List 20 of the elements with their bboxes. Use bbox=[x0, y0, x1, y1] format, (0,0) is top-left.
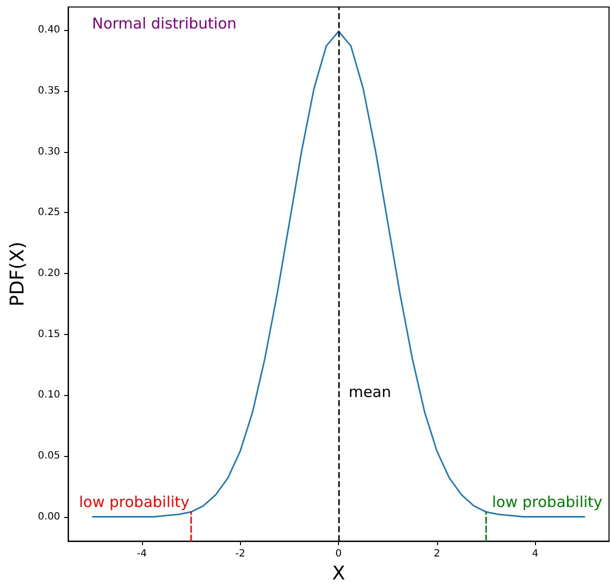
y-tick-label: 0.05 bbox=[38, 450, 60, 462]
y-tick-label: 0.30 bbox=[38, 146, 60, 158]
y-tick-label: 0.40 bbox=[38, 24, 60, 36]
y-tick-label: 0.20 bbox=[38, 268, 60, 279]
x-tick-label: -2 bbox=[235, 548, 246, 560]
y-tick-label: 0.15 bbox=[38, 328, 60, 340]
y-tick-label: 0.00 bbox=[38, 511, 60, 522]
y-tick-label: 0.10 bbox=[38, 390, 60, 401]
ref-line-label: mean bbox=[348, 383, 392, 401]
x-axis-title: X bbox=[332, 562, 346, 584]
x-tick-label: 4 bbox=[532, 548, 538, 560]
y-axis-title: PDF(X) bbox=[6, 242, 28, 306]
text: Normal distribution bbox=[92, 14, 237, 32]
annotation: low probability bbox=[79, 493, 190, 511]
x-tick-label: 0 bbox=[335, 548, 342, 560]
y-tick-label: 0.25 bbox=[38, 207, 60, 218]
x-tick-label: 2 bbox=[434, 548, 440, 560]
x-tick-label: -4 bbox=[136, 548, 147, 560]
annotation: low probability bbox=[492, 493, 603, 511]
y-tick-label: 0.35 bbox=[38, 85, 60, 96]
